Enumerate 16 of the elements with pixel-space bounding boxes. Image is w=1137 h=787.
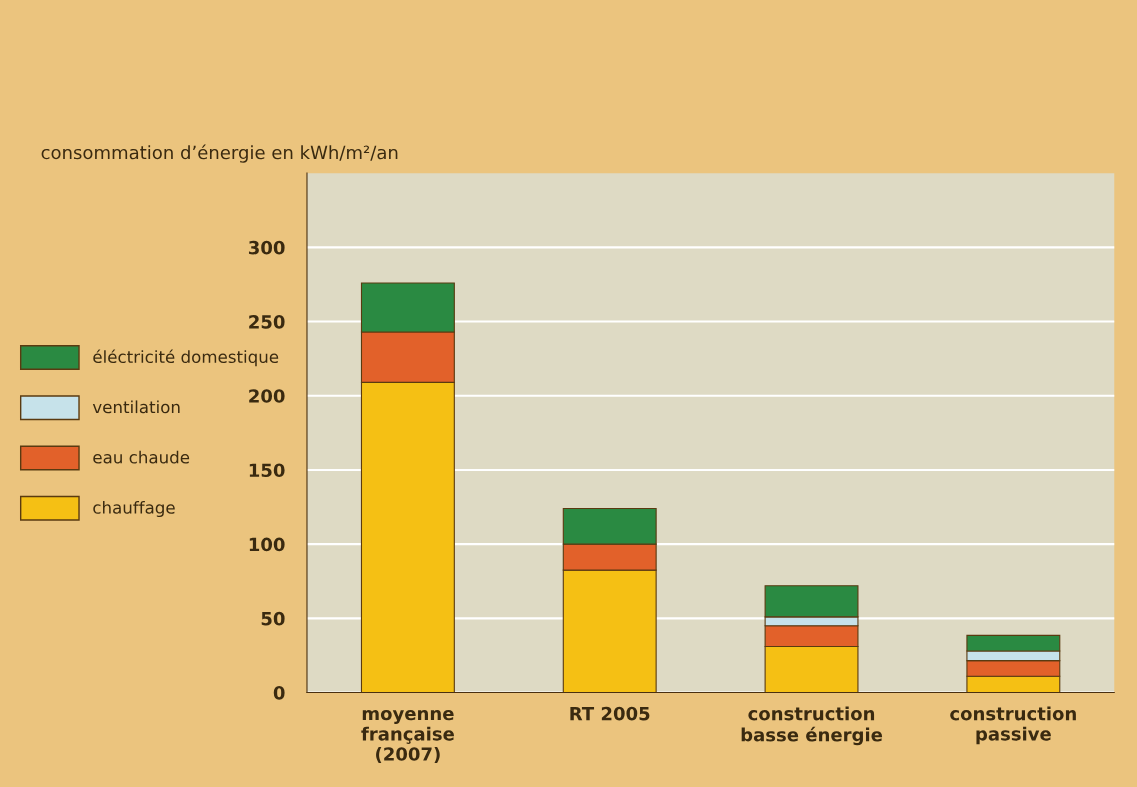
y-tick-label: 100 [249,537,285,552]
x-tick-label: RT 2005 [570,706,650,721]
legend-label: ventilation [92,400,180,414]
legend-label: éléctricité domestique [93,349,279,367]
y-axis-title: consommation d’énergie en kWh/m²/an [41,144,398,163]
y-tick-label: 150 [249,463,285,478]
y-tick-label: 50 [261,611,285,626]
legend-label: chauffage [93,500,175,518]
x-tick-label: construction passive [950,706,1076,745]
y-tick-label: 250 [249,315,285,329]
y-tick-label: 200 [249,389,285,403]
y-tick-label: 300 [248,240,285,255]
x-tick-label: moyenne française (2007) [361,709,454,763]
y-tick-label: 0 [273,686,285,700]
x-tick-label: construction basse énergie [741,706,883,746]
legend-label: eau chaude [93,450,190,464]
